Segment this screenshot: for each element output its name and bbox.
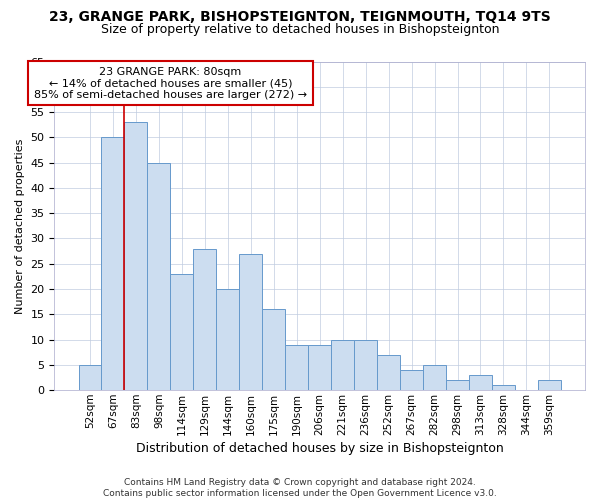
Bar — [262, 310, 285, 390]
Text: 23 GRANGE PARK: 80sqm
← 14% of detached houses are smaller (45)
85% of semi-deta: 23 GRANGE PARK: 80sqm ← 14% of detached … — [34, 66, 307, 100]
X-axis label: Distribution of detached houses by size in Bishopsteignton: Distribution of detached houses by size … — [136, 442, 503, 455]
Bar — [354, 340, 377, 390]
Text: Size of property relative to detached houses in Bishopsteignton: Size of property relative to detached ho… — [101, 22, 499, 36]
Bar — [492, 385, 515, 390]
Bar — [331, 340, 354, 390]
Bar — [469, 375, 492, 390]
Bar — [377, 355, 400, 390]
Bar — [400, 370, 423, 390]
Bar — [193, 248, 217, 390]
Bar — [423, 365, 446, 390]
Bar — [239, 254, 262, 390]
Bar — [101, 138, 124, 390]
Bar — [308, 344, 331, 390]
Bar — [79, 365, 101, 390]
Text: 23, GRANGE PARK, BISHOPSTEIGNTON, TEIGNMOUTH, TQ14 9TS: 23, GRANGE PARK, BISHOPSTEIGNTON, TEIGNM… — [49, 10, 551, 24]
Bar — [446, 380, 469, 390]
Bar — [148, 162, 170, 390]
Text: Contains HM Land Registry data © Crown copyright and database right 2024.
Contai: Contains HM Land Registry data © Crown c… — [103, 478, 497, 498]
Bar — [170, 274, 193, 390]
Bar — [285, 344, 308, 390]
Y-axis label: Number of detached properties: Number of detached properties — [15, 138, 25, 314]
Bar — [538, 380, 561, 390]
Bar — [217, 289, 239, 390]
Bar — [124, 122, 148, 390]
